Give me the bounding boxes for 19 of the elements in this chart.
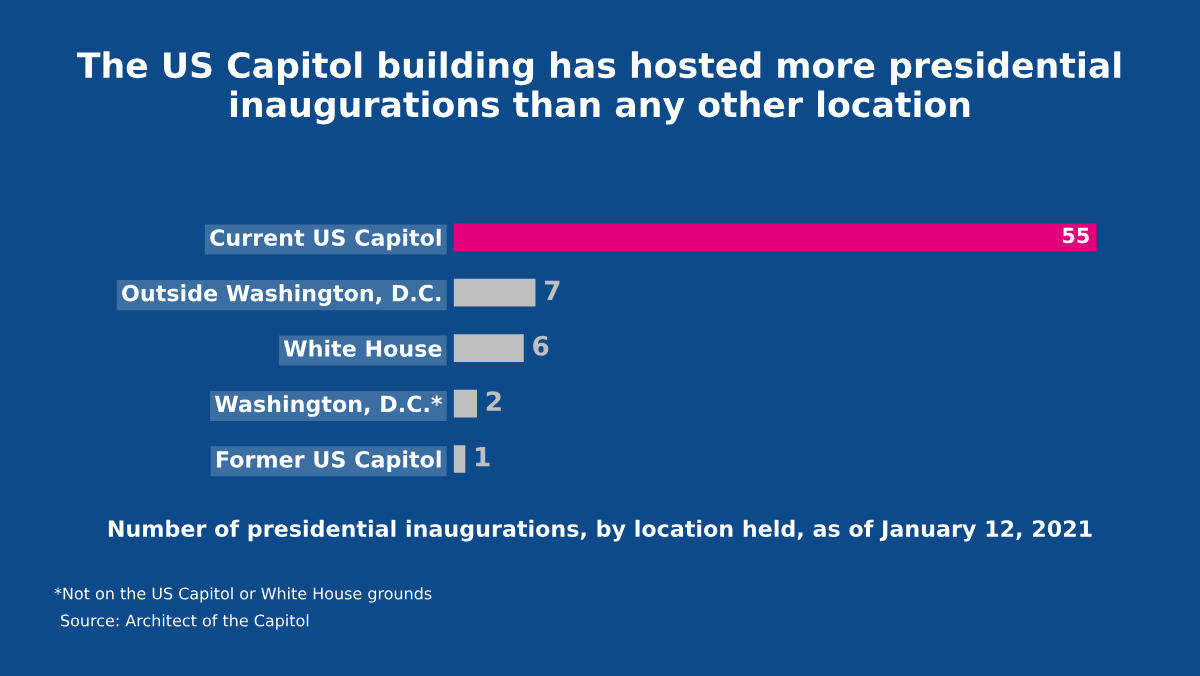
y-tick-label: Current US Capitol [210, 228, 441, 251]
data-label: 1 [475, 447, 490, 467]
y-tick-label: Former US Capitol [216, 450, 441, 473]
data-label: 6 [533, 335, 549, 356]
text: *Not on the US Capitol or White House grounds [54, 587, 432, 603]
y-tick-label: White House [283, 339, 442, 357]
bar [453, 334, 524, 362]
y-tick-label: Washington, D.C.* [214, 395, 443, 417]
bar [453, 278, 536, 307]
x-axis-title: Number of presidential inaugurations, by location held, as of January 12, 2021 [108, 519, 1092, 542]
bar [453, 223, 1097, 252]
y-tick-label: Outside Washington, D.C. [122, 284, 441, 306]
data-label: 7 [544, 280, 560, 300]
data-label: 55 [1062, 227, 1089, 244]
data-label: 2 [486, 391, 501, 411]
source-note: Source: Architect of the Capitol [61, 614, 309, 630]
bar [453, 389, 477, 418]
bar [453, 445, 466, 473]
chart-title: The US Capitol building has hosted more presidential inaugurations than any other location [77, 51, 1121, 125]
